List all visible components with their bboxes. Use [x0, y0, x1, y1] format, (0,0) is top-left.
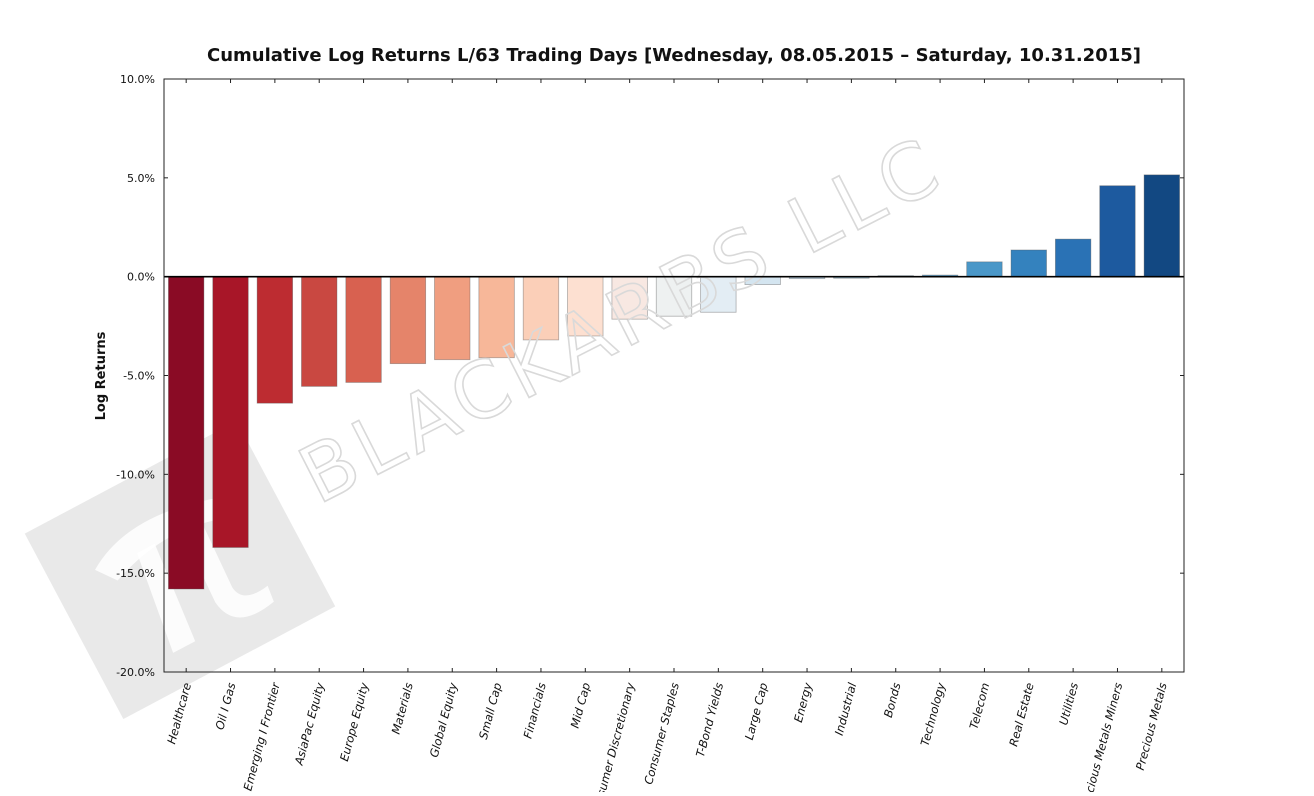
y-axis-ticks: 10.0% 5.0% 0.0% -5.0% -10.0% -15.0% -20.0%	[116, 73, 1184, 679]
bar-precious-metals-miners	[1099, 185, 1136, 278]
x-tick-label: Technology	[918, 681, 948, 748]
bar-real-estate	[1010, 249, 1047, 278]
bar-healthcare	[168, 276, 205, 590]
x-tick-label: T-Bond Yields	[693, 681, 726, 758]
bar-global-equity	[434, 276, 471, 361]
bar-materials	[389, 276, 427, 365]
bar-emerging-i-frontier	[256, 276, 294, 404]
x-tick-label: Materials	[389, 681, 416, 736]
bar-mid-cap	[567, 276, 604, 337]
x-tick-label: Financials	[521, 681, 549, 740]
bar-asiapac-equity	[301, 276, 338, 387]
x-tick-label: Precious Metals Miners	[1078, 681, 1126, 792]
y-tick-label: 10.0%	[120, 73, 155, 86]
x-tick-label: Consumer Staples	[641, 681, 682, 786]
x-tick-label: Large Cap	[742, 681, 771, 741]
x-tick-label: Energy	[791, 681, 815, 724]
bars	[168, 174, 1180, 590]
x-tick-label: Mid Cap	[568, 681, 594, 729]
bar-europe-equity	[345, 276, 382, 383]
chart-title: Cumulative Log Returns L/63 Trading Days…	[207, 45, 1141, 66]
y-axis-label: Log Returns	[94, 331, 109, 420]
x-tick-label: Consumer Discretionary	[588, 681, 638, 792]
watermark-text: BLACKARBS LLC	[286, 120, 958, 522]
x-tick-label: AsiaPac Equity	[291, 681, 327, 767]
x-tick-label: Precious Metals	[1133, 681, 1170, 772]
bar-oil-i-gas	[212, 276, 249, 548]
y-tick-label: -5.0%	[123, 370, 155, 383]
bar-consumer-discretionary	[611, 276, 648, 320]
x-tick-label: Global Equity	[427, 681, 460, 759]
bar-telecom	[966, 261, 1003, 278]
y-tick-label: 5.0%	[127, 172, 155, 185]
y-tick-label: 0.0%	[127, 271, 155, 284]
x-tick-label: Bonds	[881, 681, 904, 719]
x-tick-label: Real Estate	[1006, 681, 1036, 748]
y-tick-label: -20.0%	[116, 666, 155, 679]
plot-frame	[163, 78, 1185, 673]
x-tick-label: Small Cap	[476, 681, 505, 741]
bar-utilities	[1054, 238, 1092, 278]
x-tick-label: Europe Equity	[337, 681, 371, 763]
x-tick-label: Industrial	[832, 680, 860, 736]
bar-consumer-staples	[655, 276, 693, 317]
x-tick-label: Telecom	[967, 681, 993, 731]
bar-t-bond-yields	[700, 276, 737, 313]
x-tick-label: Utilities	[1056, 681, 1081, 726]
x-tick-label: Emerging I Frontier	[240, 680, 283, 792]
bar-precious-metals	[1143, 174, 1180, 278]
y-tick-label: -15.0%	[116, 567, 155, 580]
x-tick-label: Oil I Gas	[212, 681, 238, 731]
y-tick-label: -10.0%	[116, 468, 155, 481]
